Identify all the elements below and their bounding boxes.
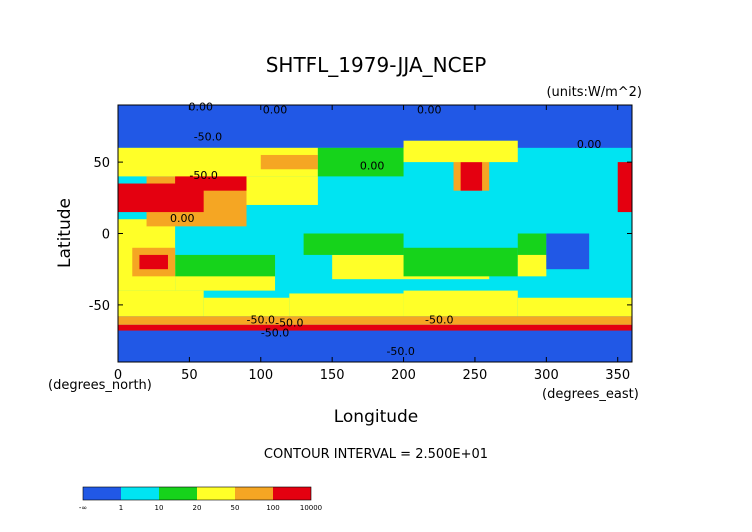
x-axis-label: Longitude [334, 407, 419, 427]
legend-bound-label-1: 1 [119, 504, 123, 512]
y-unit-label: (degrees_north) [48, 378, 152, 393]
chart-title: SHTFL_1979-JJA_NCEP [266, 53, 487, 77]
field-region-31 [546, 233, 590, 270]
contour-interval-note: CONTOUR INTERVAL = 2.500E+01 [264, 447, 488, 462]
legend-swatch-1 [121, 487, 159, 500]
x-tick-label-1: 50 [181, 368, 198, 383]
plot-area [118, 105, 632, 362]
y-tick-layer: -50 0 50 [89, 156, 632, 314]
field-region-7 [517, 297, 632, 317]
legend-bound-label-3: 20 [193, 504, 202, 512]
field-region-32 [617, 162, 632, 213]
legend-bound-label-2: 10 [155, 504, 164, 512]
field-region-17 [139, 254, 168, 270]
legend-frame [82, 486, 312, 501]
x-tick-label-6: 300 [534, 368, 559, 383]
contour-label-0: 0.00 [189, 101, 214, 114]
contour-label-1: 0.00 [263, 104, 288, 117]
x-tick-label-0: 0 [114, 368, 122, 383]
field-region-6 [403, 290, 518, 317]
legend-swatch-0 [83, 487, 121, 500]
y-axis-label: Latitude [55, 198, 75, 268]
contour-label-6: 0.00 [360, 159, 385, 172]
field-region-24 [317, 147, 404, 177]
y-tick-label-2: 50 [93, 156, 110, 171]
field-region-13 [175, 254, 276, 277]
contour-label-10: -50.0 [425, 313, 453, 326]
field-region-2 [118, 105, 632, 148]
contour-label-4: -50.0 [194, 131, 222, 144]
x-tick-layer: 0 50 100 150 200 250 300 350 [114, 105, 630, 383]
x-tick-label-2: 100 [248, 368, 273, 383]
y-tick-label-0: -50 [89, 299, 110, 314]
field-region-4 [203, 297, 290, 317]
contour-label-11: -50.0 [261, 326, 289, 339]
contour-label-3: 0.00 [577, 138, 602, 151]
y-tick-label-1: 0 [102, 228, 110, 243]
legend-swatch-5 [273, 487, 311, 500]
field-region-9 [118, 324, 632, 331]
color-legend: -∞ 1 10 20 50 100 10000 [79, 486, 322, 512]
field-region-5 [289, 293, 404, 317]
x-tick-label-4: 200 [391, 368, 416, 383]
contour-label-5: -50.0 [189, 169, 217, 182]
field-region-3 [118, 290, 204, 317]
field-region-23 [260, 154, 318, 170]
contour-label-12: -50.0 [386, 345, 414, 358]
field-region-12 [403, 247, 518, 277]
legend-bound-label-5: 100 [266, 504, 279, 512]
contour-label-7: 0.00 [170, 212, 195, 225]
x-unit-label: (degrees_east) [542, 387, 639, 402]
legend-swatch-3 [197, 487, 235, 500]
field-region-26 [460, 162, 483, 191]
legend-bound-label-6: 10000 [300, 504, 322, 512]
field-region-14 [303, 233, 404, 255]
field-region-27 [403, 140, 518, 163]
x-tick-label-5: 250 [463, 368, 488, 383]
x-tick-label-3: 150 [320, 368, 345, 383]
field-region-30 [517, 254, 547, 277]
legend-swatch-4 [235, 487, 273, 500]
units-label: (units:W/m^2) [546, 85, 642, 100]
legend-bound-label-4: 50 [231, 504, 240, 512]
contour-label-2: 0.00 [417, 104, 442, 117]
contour-label-9: -50.0 [275, 316, 303, 329]
legend-bound-label-0: -∞ [79, 504, 87, 512]
field-region-8 [118, 316, 632, 325]
contour-label-layer: 0.00 0.00 0.000.00-50.0-50.00.000.00-50.0-… [170, 101, 601, 358]
field-region-21 [246, 176, 318, 205]
legend-swatch-2 [159, 487, 197, 500]
x-tick-label-7: 350 [605, 368, 630, 383]
field-region-28 [517, 176, 575, 220]
contour-label-8: -50.0 [247, 313, 275, 326]
